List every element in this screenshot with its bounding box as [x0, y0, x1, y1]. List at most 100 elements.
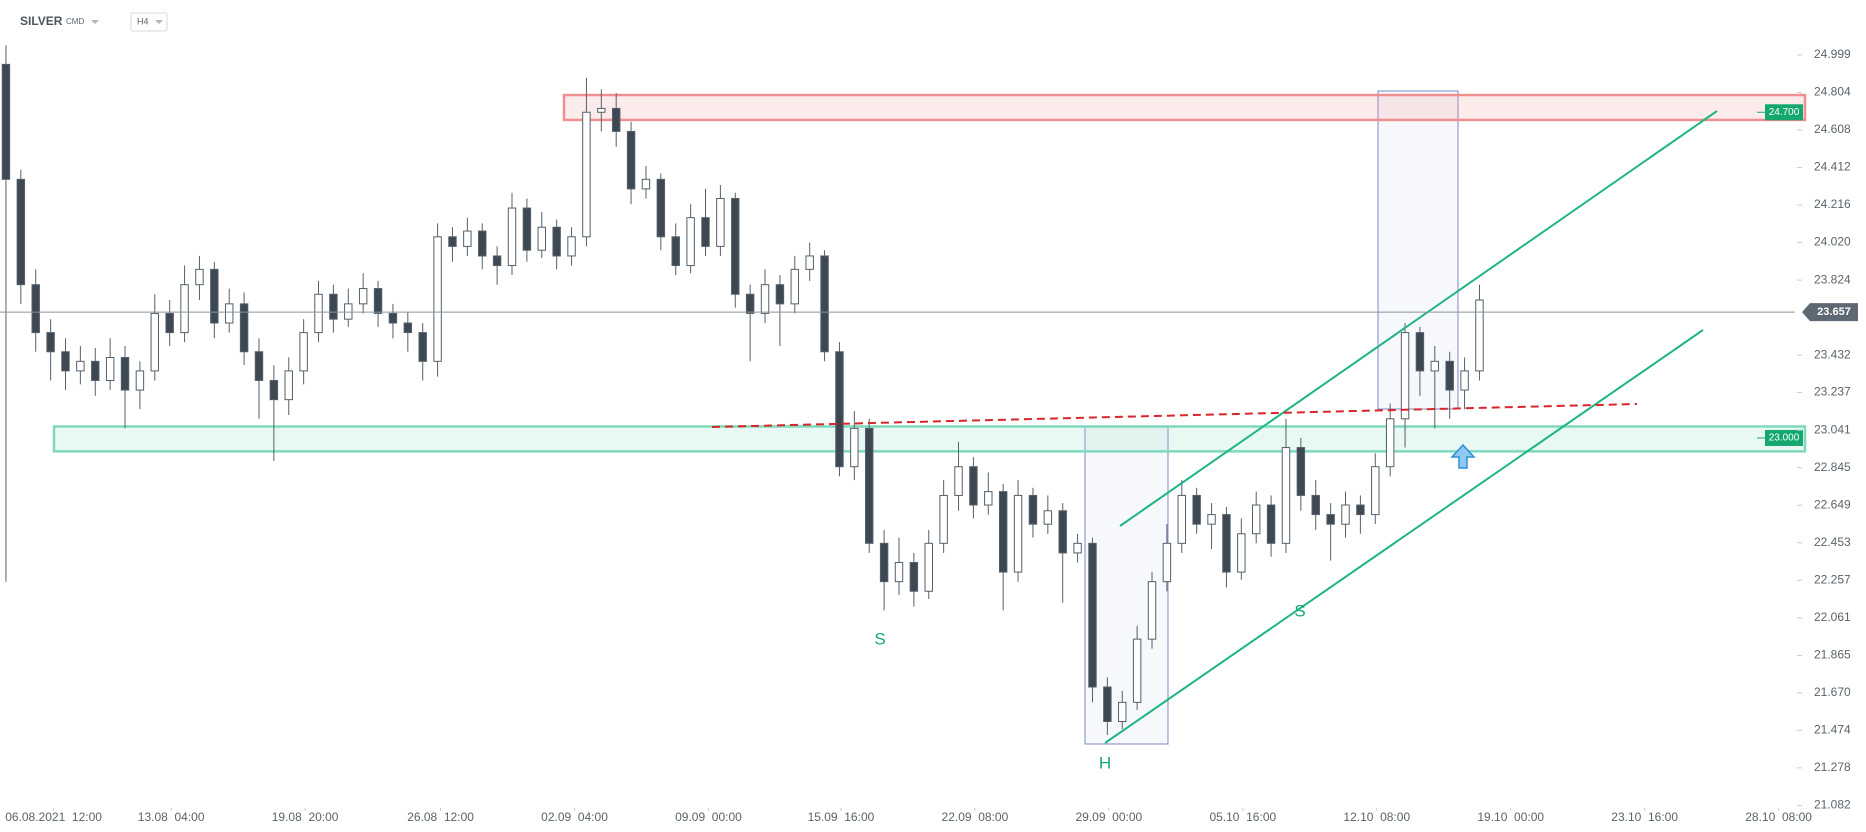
zone-label-box: [1765, 429, 1803, 446]
x-tick-label: 19.10 00:00: [1477, 810, 1544, 824]
pattern-label: S: [1294, 601, 1305, 620]
candle-body: [358, 288, 368, 305]
pattern-label: S: [874, 629, 885, 648]
x-tick-label: 23.10 16:00: [1611, 810, 1678, 824]
candle-body: [180, 284, 189, 334]
candle-body: [567, 236, 576, 257]
candle-body: [909, 561, 919, 592]
candle-body: [1281, 447, 1291, 544]
x-tick-label: 06.08.2021 12:00: [5, 810, 102, 824]
candle-body: [463, 230, 472, 247]
candle-body: [745, 293, 755, 314]
candle-body: [760, 284, 770, 314]
candle-body: [1430, 360, 1440, 372]
y-tick-label: 24.608: [1814, 122, 1851, 136]
zone-label-box: [1765, 104, 1803, 121]
y-tick-label: 24.804: [1814, 85, 1851, 99]
pattern-label: H: [1099, 753, 1111, 772]
symbol: SILVER: [20, 14, 63, 28]
zone: [562, 93, 1807, 122]
zone-label: 24.700: [1769, 107, 1800, 118]
neckline: [711, 403, 1638, 428]
candle-body: [329, 293, 338, 320]
candle-body: [1385, 418, 1395, 468]
candle-body: [1, 63, 11, 180]
candle-body: [254, 351, 264, 381]
x-tick-label: 13.08 04:00: [138, 810, 205, 824]
candle-body: [716, 197, 725, 247]
x-tick-label: 29.09 00:00: [1075, 810, 1142, 824]
candle-body: [150, 312, 160, 372]
candle-body: [61, 351, 70, 372]
candle-body: [46, 332, 55, 353]
candle-body: [120, 356, 130, 391]
candle-body: [1251, 504, 1261, 535]
candle-body: [195, 268, 204, 286]
candle-body: [269, 379, 279, 401]
y-tick-label: 21.278: [1814, 760, 1851, 774]
x-tick-label: 02.09 04:00: [541, 810, 608, 824]
candle-body: [984, 491, 993, 506]
y-tick-label: 22.257: [1814, 572, 1851, 586]
candle-body: [210, 268, 219, 324]
candle-body: [820, 255, 829, 353]
candle-body: [344, 303, 353, 320]
y-tick-label: 21.865: [1814, 648, 1851, 662]
y-tick-label: 21.082: [1814, 798, 1851, 812]
candle-body: [1043, 510, 1053, 525]
candle-body: [1341, 504, 1350, 525]
caret[interactable]: [91, 20, 99, 24]
candle-body: [701, 217, 710, 247]
y-tick-label: 24.412: [1814, 160, 1851, 174]
candle-body: [1192, 494, 1201, 525]
candle-body: [552, 226, 561, 257]
zone-label: 23.000: [1769, 433, 1800, 444]
y-tick-label: 24.999: [1814, 47, 1851, 61]
candle-body: [448, 236, 457, 247]
candle-body: [998, 491, 1008, 573]
candle-body: [1013, 494, 1023, 573]
candle-body: [1222, 514, 1231, 573]
interval-box[interactable]: [130, 12, 168, 32]
candle-body: [388, 312, 398, 324]
candle-body: [299, 332, 308, 372]
candle-body: [135, 370, 145, 391]
last-price-box: [1802, 303, 1858, 322]
y-tick-label: 22.649: [1814, 497, 1851, 511]
candle-body: [1103, 686, 1112, 723]
candle-body: [91, 360, 100, 381]
x-tick-label: 09.09 00:00: [675, 810, 742, 824]
candle-body: [522, 207, 532, 251]
candle-body: [373, 288, 383, 314]
y-tick-label: 23.432: [1814, 347, 1851, 361]
candle-body: [537, 226, 546, 251]
x-tick-label: 26.08 12:00: [407, 810, 474, 824]
candle-body: [1415, 332, 1425, 372]
x-tick-label: 22.09 08:00: [942, 810, 1009, 824]
candle-body: [478, 230, 487, 257]
candle-body: [507, 207, 517, 267]
candles: [1, 45, 1484, 735]
candle-body: [1088, 542, 1097, 688]
header: SILVER CMD H4: [20, 12, 168, 32]
arrow-up: [1450, 443, 1476, 469]
candle-body: [1162, 542, 1172, 583]
candle-body: [1058, 510, 1067, 554]
candle-body: [939, 494, 948, 544]
y-tick-label: 23.041: [1814, 422, 1851, 436]
candle-body: [597, 107, 606, 113]
candle-body: [1177, 494, 1187, 544]
candle-body: [611, 107, 621, 132]
candle-body: [1445, 360, 1454, 391]
y-tick-label: 24.216: [1814, 197, 1851, 211]
candle-body: [1400, 332, 1410, 420]
x-tick-label: 19.08 20:00: [272, 810, 339, 824]
candle-body: [1460, 370, 1469, 391]
caret: [155, 20, 163, 24]
channel-line: [1104, 329, 1704, 744]
candle-body: [224, 303, 234, 324]
candle-body: [1475, 299, 1484, 372]
interval[interactable]: H4: [137, 16, 149, 26]
